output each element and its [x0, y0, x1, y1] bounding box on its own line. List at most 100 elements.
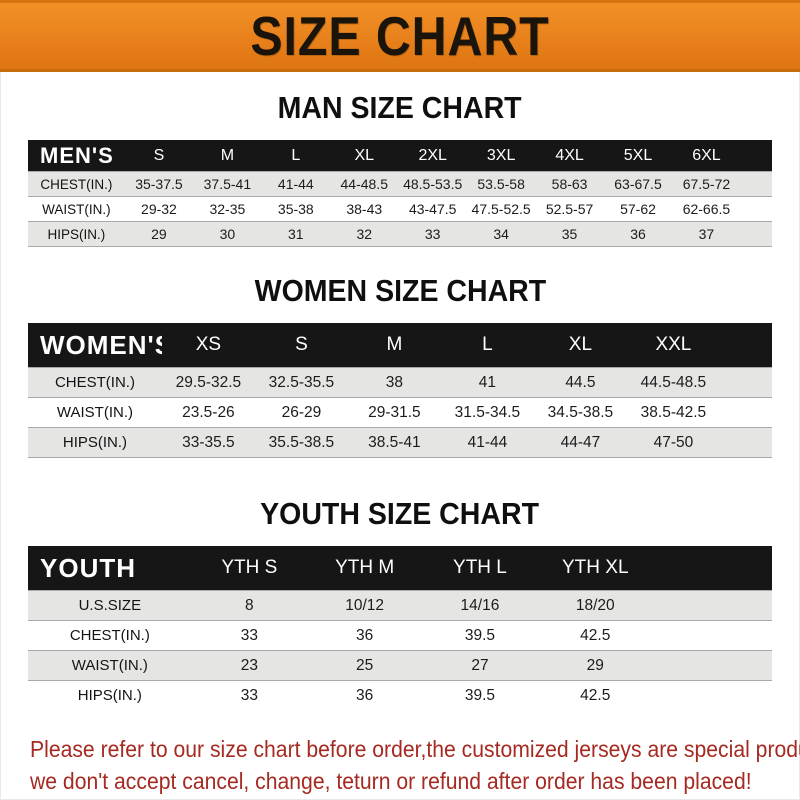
- size-value-cell: 44-47: [533, 427, 627, 458]
- row-label: U.S.SIZE: [28, 590, 192, 621]
- row-label: WAIST(IN.): [56, 404, 133, 421]
- size-value-cell: 41-44: [440, 427, 534, 458]
- size-value-cell: 33: [240, 626, 258, 644]
- spacer-cell: [653, 621, 772, 651]
- size-column-header: YTH XL: [537, 546, 653, 591]
- spacer-cell: [652, 650, 772, 681]
- women-size-table: WOMEN'S XS S M L XL XXL CHEST(IN.) 29.5-32.5 32.5…: [0, 323, 800, 458]
- size-value-cell: 36: [603, 221, 673, 247]
- spacer-cell: [653, 681, 772, 711]
- women-size-section: WOMEN SIZE CHART WOMEN'S XS S M L XL XXL CHEST(…: [0, 274, 800, 458]
- spacer-cell: [740, 171, 772, 197]
- disclaimer: Please refer to our size chart before or…: [30, 733, 800, 797]
- men-group-label: MEN'S: [28, 140, 125, 172]
- men-size-section: MAN SIZE CHART MEN'S S M L XL 2XL 3XL 4XL 5XL 6XL…: [0, 91, 800, 247]
- size-value-cell: 35-38: [277, 201, 314, 217]
- row-label: CHEST(IN.): [69, 627, 150, 644]
- youth-header-row: YOUTH YTH S YTH M YTH L YTH XL: [28, 546, 772, 591]
- men-measure-row: HIPS(IN.) 29 30 31 32 33 34 35 36 37: [28, 221, 772, 247]
- size-value-cell: 38.5-41: [347, 427, 441, 458]
- size-value-cell: 44-48.5: [330, 171, 399, 197]
- spacer-cell: [719, 367, 772, 398]
- disclaimer-line-1: Please refer to our size chart before or…: [30, 736, 800, 762]
- women-table: WOMEN'S XS S M L XL XXL CHEST(IN.) 29.5-32.5 32.5…: [28, 323, 772, 458]
- size-value-cell: 48.5-53.5: [398, 171, 467, 197]
- size-value-cell: 33-35.5: [161, 427, 255, 458]
- men-table: MEN'S S M L XL 2XL 3XL 4XL 5XL 6XL CHEST(IN.) 35-37…: [28, 140, 772, 247]
- disclaimer-line-2: we don't accept cancel, change, teturn o…: [30, 768, 752, 794]
- row-label: HIPS(IN.): [77, 687, 142, 704]
- spacer-cell: [719, 427, 772, 458]
- spacer-cell: [652, 590, 772, 621]
- size-value-cell: 36: [356, 626, 374, 644]
- size-value-cell: 38.5-42.5: [640, 403, 707, 421]
- size-value-cell: 35: [535, 221, 604, 247]
- women-measure-row: HIPS(IN.) 33-35.5 35.5-38.5 38.5-41 41-44 44-…: [28, 427, 772, 458]
- spacer-cell: [740, 221, 772, 247]
- size-value-cell: 53.5-58: [466, 171, 536, 197]
- size-value-cell: 39.5: [464, 626, 496, 644]
- row-label: CHEST(IN.): [28, 367, 162, 398]
- row-label: HIPS(IN.): [28, 221, 125, 247]
- row-label: WAIST(IN.): [42, 201, 111, 217]
- size-value-cell: 37: [672, 221, 741, 247]
- men-measure-row: WAIST(IN.) 29-32 32-35 35-38 38-43 43-47.5 47.…: [28, 197, 772, 222]
- size-value-cell: 47-50: [626, 427, 720, 458]
- size-value-cell: 18/20: [537, 590, 653, 621]
- size-value-cell: 10/12: [306, 590, 423, 621]
- size-column-header: XXL: [626, 323, 720, 368]
- women-measure-row: CHEST(IN.) 29.5-32.5 32.5-35.5 38 41 44.5 44.5…: [28, 367, 772, 398]
- youth-group-label: YOUTH: [28, 546, 192, 591]
- men-size-table: MEN'S S M L XL 2XL 3XL 4XL 5XL 6XL CHEST(IN.) 35-37…: [0, 140, 800, 247]
- youth-chart-title: YOUTH SIZE CHART: [260, 496, 540, 531]
- size-value-cell: 35.5-38.5: [254, 427, 348, 458]
- size-value-cell: 39.5: [464, 686, 496, 704]
- size-column-header: XL: [533, 323, 627, 368]
- size-value-cell: 35-37.5: [124, 171, 194, 197]
- size-column-header: M: [193, 140, 262, 172]
- size-value-cell: 31: [261, 221, 331, 247]
- spacer-cell: [741, 197, 772, 222]
- size-value-cell: 47.5-52.5: [471, 201, 531, 217]
- size-column-header: YTH L: [422, 546, 538, 591]
- size-column-header: S: [254, 323, 348, 368]
- size-value-cell: 8: [191, 590, 307, 621]
- size-column-header: S: [124, 140, 194, 172]
- size-value-cell: 37.5-41: [193, 171, 262, 197]
- spacer-cell: [652, 546, 772, 591]
- size-value-cell: 41: [440, 367, 534, 398]
- women-group-label: WOMEN'S: [28, 323, 162, 368]
- size-column-header: L: [440, 323, 534, 368]
- youth-measure-row: HIPS(IN.) 33 36 39.5 42.5: [28, 681, 772, 711]
- size-value-cell: 38: [347, 367, 441, 398]
- size-value-cell: 62-66.5: [682, 201, 731, 217]
- row-label: HIPS(IN.): [28, 427, 162, 458]
- men-measure-row: CHEST(IN.) 35-37.5 37.5-41 41-44 44-48.5 48.5…: [28, 171, 772, 197]
- women-measure-row: WAIST(IN.) 23.5-26 26-29 29-31.5 31.5-34.5 34…: [28, 398, 772, 428]
- women-header-row: WOMEN'S XS S M L XL XXL: [28, 323, 772, 368]
- size-value-cell: 29: [537, 650, 653, 681]
- size-column-header: 5XL: [603, 140, 673, 172]
- size-column-header: 3XL: [466, 140, 536, 172]
- youth-table: YOUTH YTH S YTH M YTH L YTH XL U.S.SIZE 8 10/12…: [28, 546, 772, 710]
- size-value-cell: 33: [398, 221, 467, 247]
- size-column-header: L: [261, 140, 331, 172]
- size-value-cell: 34: [466, 221, 536, 247]
- size-value-cell: 32: [330, 221, 399, 247]
- youth-measure-row: U.S.SIZE 8 10/12 14/16 18/20: [28, 590, 772, 621]
- size-value-cell: 52.5-57: [545, 201, 594, 217]
- row-label: WAIST(IN.): [28, 650, 192, 681]
- spacer-cell: [740, 140, 772, 172]
- size-value-cell: 14/16: [422, 590, 538, 621]
- size-value-cell: 26-29: [281, 403, 322, 421]
- size-value-cell: 41-44: [261, 171, 331, 197]
- size-value-cell: 38-43: [346, 201, 383, 217]
- row-label: CHEST(IN.): [28, 171, 125, 197]
- size-value-cell: 29: [124, 221, 194, 247]
- size-value-cell: 32.5-35.5: [254, 367, 348, 398]
- size-value-cell: 63-67.5: [603, 171, 673, 197]
- men-header-row: MEN'S S M L XL 2XL 3XL 4XL 5XL 6XL: [28, 140, 772, 172]
- size-value-cell: 23.5-26: [182, 403, 235, 421]
- size-column-header: YTH S: [191, 546, 307, 591]
- size-value-cell: 29.5-32.5: [161, 367, 255, 398]
